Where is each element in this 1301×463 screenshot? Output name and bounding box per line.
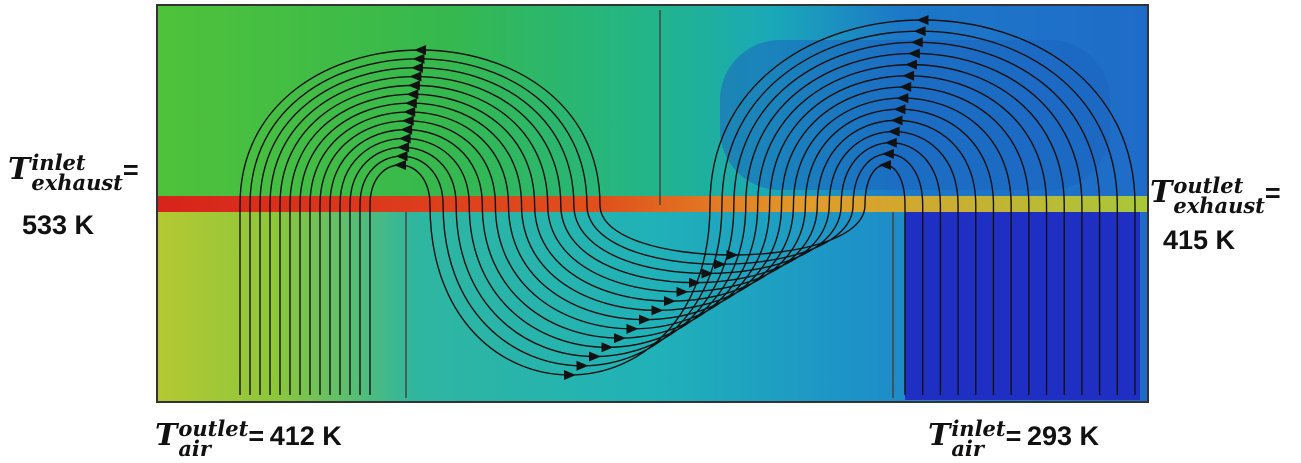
value: 412 K	[270, 421, 342, 451]
value: 293 K	[1027, 421, 1099, 451]
subscript: air	[951, 439, 1005, 459]
equals: =	[248, 421, 264, 451]
symbol: T	[155, 418, 177, 453]
symbol: T	[8, 152, 30, 187]
equals: =	[1006, 421, 1022, 451]
subscript: air	[178, 439, 248, 459]
symbol: T	[928, 418, 950, 453]
page: Tinletexhaust= 533 K Toutletexhaust= 415…	[0, 0, 1301, 463]
subscript: exhaust	[31, 173, 123, 193]
subscript: exhaust	[1173, 196, 1265, 216]
exhaust-pipe	[157, 196, 1148, 212]
symbol: T	[1150, 175, 1172, 210]
equals: =	[123, 155, 139, 185]
equals: =	[1265, 178, 1281, 208]
exhaust-outlet-value: 415 K	[1163, 225, 1235, 256]
cfd-figure	[0, 0, 1301, 463]
exhaust-inlet-value: 533 K	[22, 210, 94, 241]
